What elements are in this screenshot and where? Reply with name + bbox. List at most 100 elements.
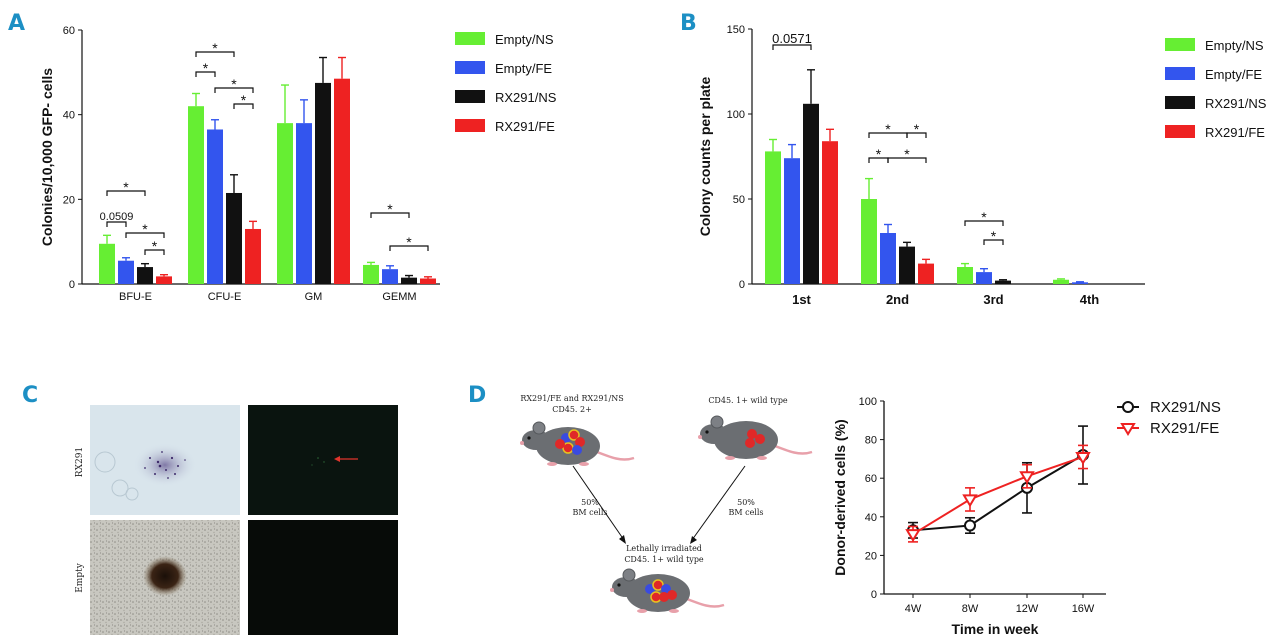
legend-label: Empty/FE [495,61,552,76]
mouse-foot [637,609,647,613]
bm-right-percent: 50% [737,498,755,507]
y-tick-label: 0 [871,589,877,601]
row-label-rx291: RX291 [75,447,85,477]
legend-label: RX291/NS [495,90,557,105]
mouse-cell [745,438,755,448]
legend-swatch [455,61,485,74]
bar [245,228,261,284]
bar [296,123,312,284]
bm-left-text: BM cells [572,508,607,517]
significance-label: * [212,40,218,56]
mouse-foot [757,456,767,460]
micrograph-empty-fluorescence [248,520,398,635]
significance-label: * [981,209,987,225]
significance-bracket [887,157,927,163]
micrograph-rx291-fluorescence [248,405,398,515]
mouse-foot [725,456,735,460]
bar [207,129,223,284]
recipient-sublabel: CD45. 1+ wild type [624,555,704,564]
mouse-ear [710,415,724,429]
panel-d-line-chart: 0 20 40 60 80 100 4W 8W 12W 16W Time in week Donor-… [832,396,1221,637]
mouse-eye [617,583,621,587]
bar [765,151,781,284]
series-line [912,456,1084,536]
x-tick-label: 2nd [886,292,909,307]
significance-label: * [387,201,393,217]
bar [188,106,204,284]
significance-label: * [152,238,158,254]
recipient-label: Lethally irradiated [626,544,702,553]
row-label-empty: Empty [75,562,85,592]
bar [784,158,800,284]
legend-label: Empty/FE [1205,67,1262,82]
legend-label: RX291/NS [1150,399,1221,416]
legend-label: Empty/NS [495,32,554,47]
donor-left-label: RX291/FE and RX291/NS [520,394,623,403]
mouse-recipient [610,568,725,613]
x-tick-label: 8W [962,603,979,615]
y-axis-title: Colonies/10,000 GFP- cells [39,68,55,246]
bar [803,103,819,284]
mouse-cell [572,445,582,455]
significance-bracket [964,220,1004,226]
mouse-cell [555,439,565,449]
y-tick-label: 0 [739,279,745,291]
bar [334,78,350,284]
significance-label: * [142,221,148,237]
x-tick-label: GM [305,291,323,303]
arrow-right [691,465,746,541]
arrow-right-head [690,536,697,544]
x-tick-label: 3rd [983,292,1003,307]
empty-colony [143,556,187,596]
mouse-foot [669,609,679,613]
mouse-foot [547,462,557,466]
legend-label: RX291/FE [1150,420,1219,437]
significance-label: * [241,92,247,108]
mouse-cell [667,590,677,600]
bubble [125,487,139,501]
panel-b-bar-chart: 0 50 100 150 Colony counts per plate 1st 2nd 3r… [697,24,1267,307]
x-tick-label: 12W [1016,603,1039,615]
gfp-signal [311,457,325,466]
bar [822,141,838,284]
x-axis-title: Time in week [952,621,1039,637]
bar [277,123,293,284]
x-tick-label: 4th [1080,292,1100,307]
donor-right-label: CD45. 1+ wild type [708,396,788,405]
x-tick-label: BFU-E [119,291,152,303]
y-axis-title: Colony counts per plate [697,77,713,237]
x-tick-label: 1st [792,292,811,307]
data-point-triangle [1019,471,1035,485]
y-tick-label: 40 [63,110,75,122]
bar [861,199,877,284]
red-arrow-head [334,456,340,462]
bar [118,260,134,284]
significance-label: * [904,146,910,162]
mouse-cell [747,429,757,439]
significance-bracket [370,212,410,218]
significance-bracket [106,221,127,227]
legend-marker [1122,401,1134,413]
data-point-circle [964,519,976,532]
arrow-left [572,465,625,541]
series-line [912,454,1084,532]
bar [363,264,379,284]
mouse-nose [520,441,524,445]
significance-bracket [389,245,429,251]
significance-label: * [876,146,882,162]
x-tick-label: GEMM [382,291,416,303]
y-tick-label: 20 [865,550,877,562]
significance-bracket [906,132,927,138]
bar [156,276,172,284]
mouse-foot [579,462,589,466]
mouse-nose [610,588,614,592]
mouse-cell [659,592,669,602]
bm-left-percent: 50% [581,498,599,507]
x-tick-label: 4W [905,603,922,615]
mouse-head [522,430,550,450]
significance-label: * [406,234,412,250]
mouse-cell [755,434,765,444]
mouse-eye [527,436,531,440]
mouse-ear [622,568,636,582]
